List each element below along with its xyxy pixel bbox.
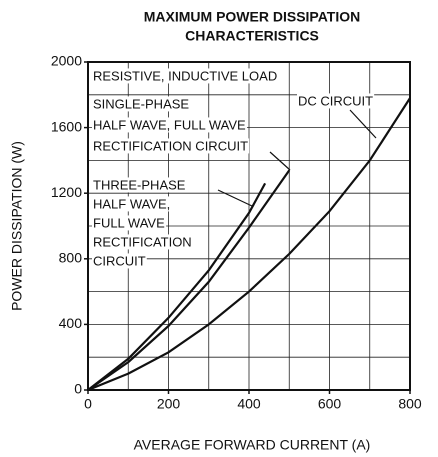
x-tick-label: 200 xyxy=(157,396,181,412)
curve-label: RECTIFICATION CIRCUIT xyxy=(93,138,248,153)
curve-label: THREE-PHASE xyxy=(93,177,186,192)
y-tick-label: 2000 xyxy=(51,53,82,69)
curve-label-bg xyxy=(92,196,172,212)
curve-label: HALF WAVE, xyxy=(93,196,170,211)
annotation: RESISTIVE, INDUCTIVE LOAD xyxy=(93,68,277,83)
y-tick-label: 800 xyxy=(59,250,83,266)
curve-label-bg xyxy=(92,96,191,112)
curve-label: SINGLE-PHASE xyxy=(93,96,189,111)
curve-label-bg xyxy=(297,93,375,109)
y-axis-label: POWER DISSIPATION (W) xyxy=(9,141,25,311)
x-tick-label: 800 xyxy=(398,396,422,412)
chart-title: CHARACTERISTICS xyxy=(185,28,319,44)
leader-line xyxy=(217,189,253,207)
x-tick-label: 0 xyxy=(84,396,92,412)
curve-label: FULL WAVE xyxy=(93,215,165,230)
x-tick-label: 600 xyxy=(318,396,342,412)
curve xyxy=(87,97,411,392)
leader-line xyxy=(349,109,377,139)
y-tick-label: 0 xyxy=(74,381,82,397)
curve-label: RECTIFICATION xyxy=(93,234,192,249)
y-tick-label: 1200 xyxy=(51,184,82,200)
curve-label-bg xyxy=(92,253,147,269)
curve-label-bg xyxy=(92,234,193,250)
curve-label: CIRCUIT xyxy=(93,253,146,268)
curve-label-bg xyxy=(92,117,247,133)
annotation-bg xyxy=(92,68,279,84)
leader-line xyxy=(269,151,291,171)
x-tick-label: 400 xyxy=(237,396,261,412)
curve-label: HALF WAVE, FULL WAVE xyxy=(93,117,246,132)
curve-label: DC CIRCUIT xyxy=(298,93,373,108)
y-tick-label: 400 xyxy=(59,315,83,331)
curve xyxy=(87,169,291,391)
curve-label-bg xyxy=(92,215,167,231)
curve xyxy=(87,182,267,391)
y-tick-label: 1600 xyxy=(51,118,82,134)
curve-label-bg xyxy=(92,138,250,154)
chart-title: MAXIMUM POWER DISSIPATION xyxy=(144,9,360,25)
curve-label-bg xyxy=(92,177,187,193)
x-axis-label: AVERAGE FORWARD CURRENT (A) xyxy=(134,437,371,453)
